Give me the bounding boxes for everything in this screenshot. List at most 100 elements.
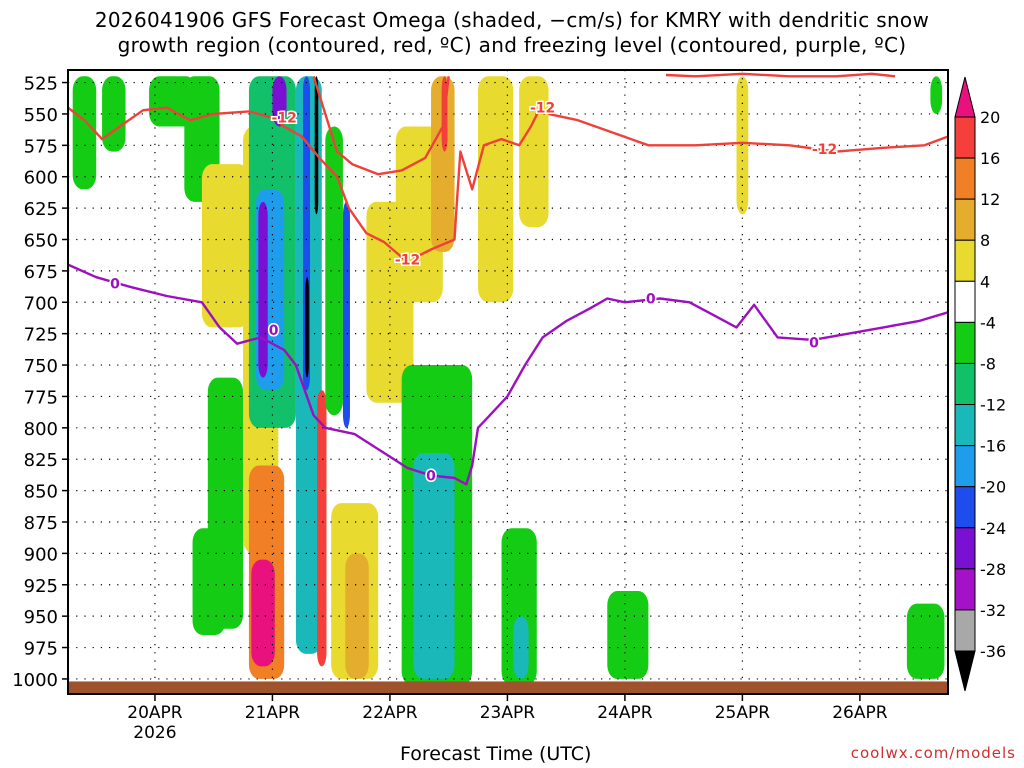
colorbar-label: -24 xyxy=(980,519,1006,538)
y-axis: 525 550 575 600 625 650 675 700 725 750 775 800 825 8… xyxy=(12,74,68,691)
y-tick-label: 900 xyxy=(24,544,58,565)
colorbar-label: -16 xyxy=(980,437,1006,456)
omega-region xyxy=(413,452,455,679)
omega-region xyxy=(519,76,549,227)
colorbar-label: 16 xyxy=(980,149,1000,168)
colorbar-swatch xyxy=(954,404,976,447)
omega-region xyxy=(431,76,455,253)
colorbar: 20 16 12 8 4 -4 -8 -12 -16 -20 -24 -28 -32 -36 xyxy=(954,76,1006,692)
colorbar-label: 8 xyxy=(980,231,990,250)
contour-label: -12 xyxy=(272,111,297,127)
omega-region xyxy=(325,126,343,416)
contour-label: -12 xyxy=(812,142,837,158)
omega-region xyxy=(251,559,275,667)
colorbar-top-arrow xyxy=(954,76,976,118)
dendritic-growth-contour xyxy=(665,72,896,78)
colorbar-swatch xyxy=(954,527,976,570)
colorbar-label: 20 xyxy=(980,108,1000,127)
colorbar-label: 12 xyxy=(980,190,1000,209)
dendritic-growth-contour xyxy=(548,112,949,153)
x-tick-label: 26APR xyxy=(832,703,888,723)
x-tick-label: 23APR xyxy=(480,703,536,723)
colorbar-swatch xyxy=(954,568,976,611)
colorbar-label: -12 xyxy=(980,396,1006,415)
y-tick-label: 550 xyxy=(24,105,58,126)
y-tick-label: 1000 xyxy=(12,670,58,691)
y-tick-label: 675 xyxy=(24,262,58,283)
x-tick-label: 21APR xyxy=(245,703,301,723)
dendritic-growth-contour xyxy=(312,75,450,176)
colorbar-swatch xyxy=(954,609,976,652)
credit-text: coolwx.com/models xyxy=(850,744,1016,762)
y-tick-label: 825 xyxy=(24,450,58,471)
chart-title-line2: growth region (contoured, red, ºC) and f… xyxy=(117,33,907,57)
colorbar-label: -8 xyxy=(980,354,996,373)
contour-label: -12 xyxy=(395,253,420,269)
y-tick-label: 625 xyxy=(24,199,58,220)
omega-region xyxy=(272,76,287,127)
colorbar-label: -20 xyxy=(980,478,1006,497)
x-axis-title: Forecast Time (UTC) xyxy=(400,743,592,765)
y-tick-label: 725 xyxy=(24,325,58,346)
colorbar-label: -36 xyxy=(980,642,1006,661)
omega-region xyxy=(607,591,649,679)
omega-region xyxy=(513,616,529,679)
y-tick-label: 600 xyxy=(24,168,58,189)
colorbar-swatch xyxy=(954,486,976,529)
omega-region xyxy=(201,164,249,328)
chart-title-line1: 2026041906 GFS Forecast Omega (shaded, −… xyxy=(94,8,930,32)
y-tick-label: 700 xyxy=(24,293,58,314)
y-tick-label: 775 xyxy=(24,387,58,408)
omega-region xyxy=(258,201,268,378)
colorbar-label: -28 xyxy=(980,560,1006,579)
dendritic-growth-contour xyxy=(67,106,409,264)
contour-label: 0 xyxy=(426,469,436,485)
contour-label: 0 xyxy=(646,292,656,308)
y-tick-label: 850 xyxy=(24,482,58,503)
y-tick-label: 975 xyxy=(24,639,58,660)
omega-region xyxy=(906,603,945,679)
x-tick-label: 20APR xyxy=(127,703,183,723)
omega-region xyxy=(207,377,244,629)
x-tick-label: 24APR xyxy=(597,703,653,723)
grid-layer xyxy=(68,70,948,694)
colorbar-swatch xyxy=(954,198,976,241)
colorbar-swatch xyxy=(954,157,976,200)
omega-region xyxy=(736,76,749,215)
omega-region xyxy=(930,76,943,114)
freezing-level-contour xyxy=(67,263,949,486)
x-tick-label: 22APR xyxy=(362,703,418,723)
y-tick-label: 525 xyxy=(24,74,58,95)
dendritic-growth-contour xyxy=(412,107,542,260)
contour-label: 0 xyxy=(110,276,120,292)
y-tick-label: 950 xyxy=(24,607,58,628)
omega-region xyxy=(102,76,126,152)
colorbar-swatch xyxy=(954,321,976,364)
contour-layer: -12 -12 -12 -12 0 0 0 0 0 xyxy=(67,72,949,486)
contour-label: 0 xyxy=(809,335,819,351)
colorbar-swatch xyxy=(954,116,976,159)
x-tick-sublabel: 2026 xyxy=(133,723,176,743)
x-tick-label: 25APR xyxy=(715,703,771,723)
omega-region xyxy=(72,76,97,190)
y-tick-label: 575 xyxy=(24,136,58,157)
colorbar-swatch xyxy=(954,445,976,488)
omega-region xyxy=(345,553,369,679)
omega-shading-layer xyxy=(72,76,945,686)
colorbar-label: -32 xyxy=(980,601,1006,620)
y-tick-label: 925 xyxy=(24,576,58,597)
omega-region xyxy=(305,277,309,378)
y-tick-label: 750 xyxy=(24,356,58,377)
omega-region xyxy=(317,390,327,667)
colorbar-label: 4 xyxy=(980,272,990,291)
contour-label: -12 xyxy=(530,101,555,117)
colorbar-swatch xyxy=(954,280,976,323)
omega-region xyxy=(342,201,350,428)
colorbar-label: -4 xyxy=(980,313,996,332)
colorbar-swatch xyxy=(954,362,976,406)
terrain-ground-band xyxy=(68,681,948,694)
y-tick-label: 875 xyxy=(24,513,58,534)
colorbar-swatch xyxy=(954,239,976,282)
colorbar-bottom-arrow xyxy=(954,650,976,692)
